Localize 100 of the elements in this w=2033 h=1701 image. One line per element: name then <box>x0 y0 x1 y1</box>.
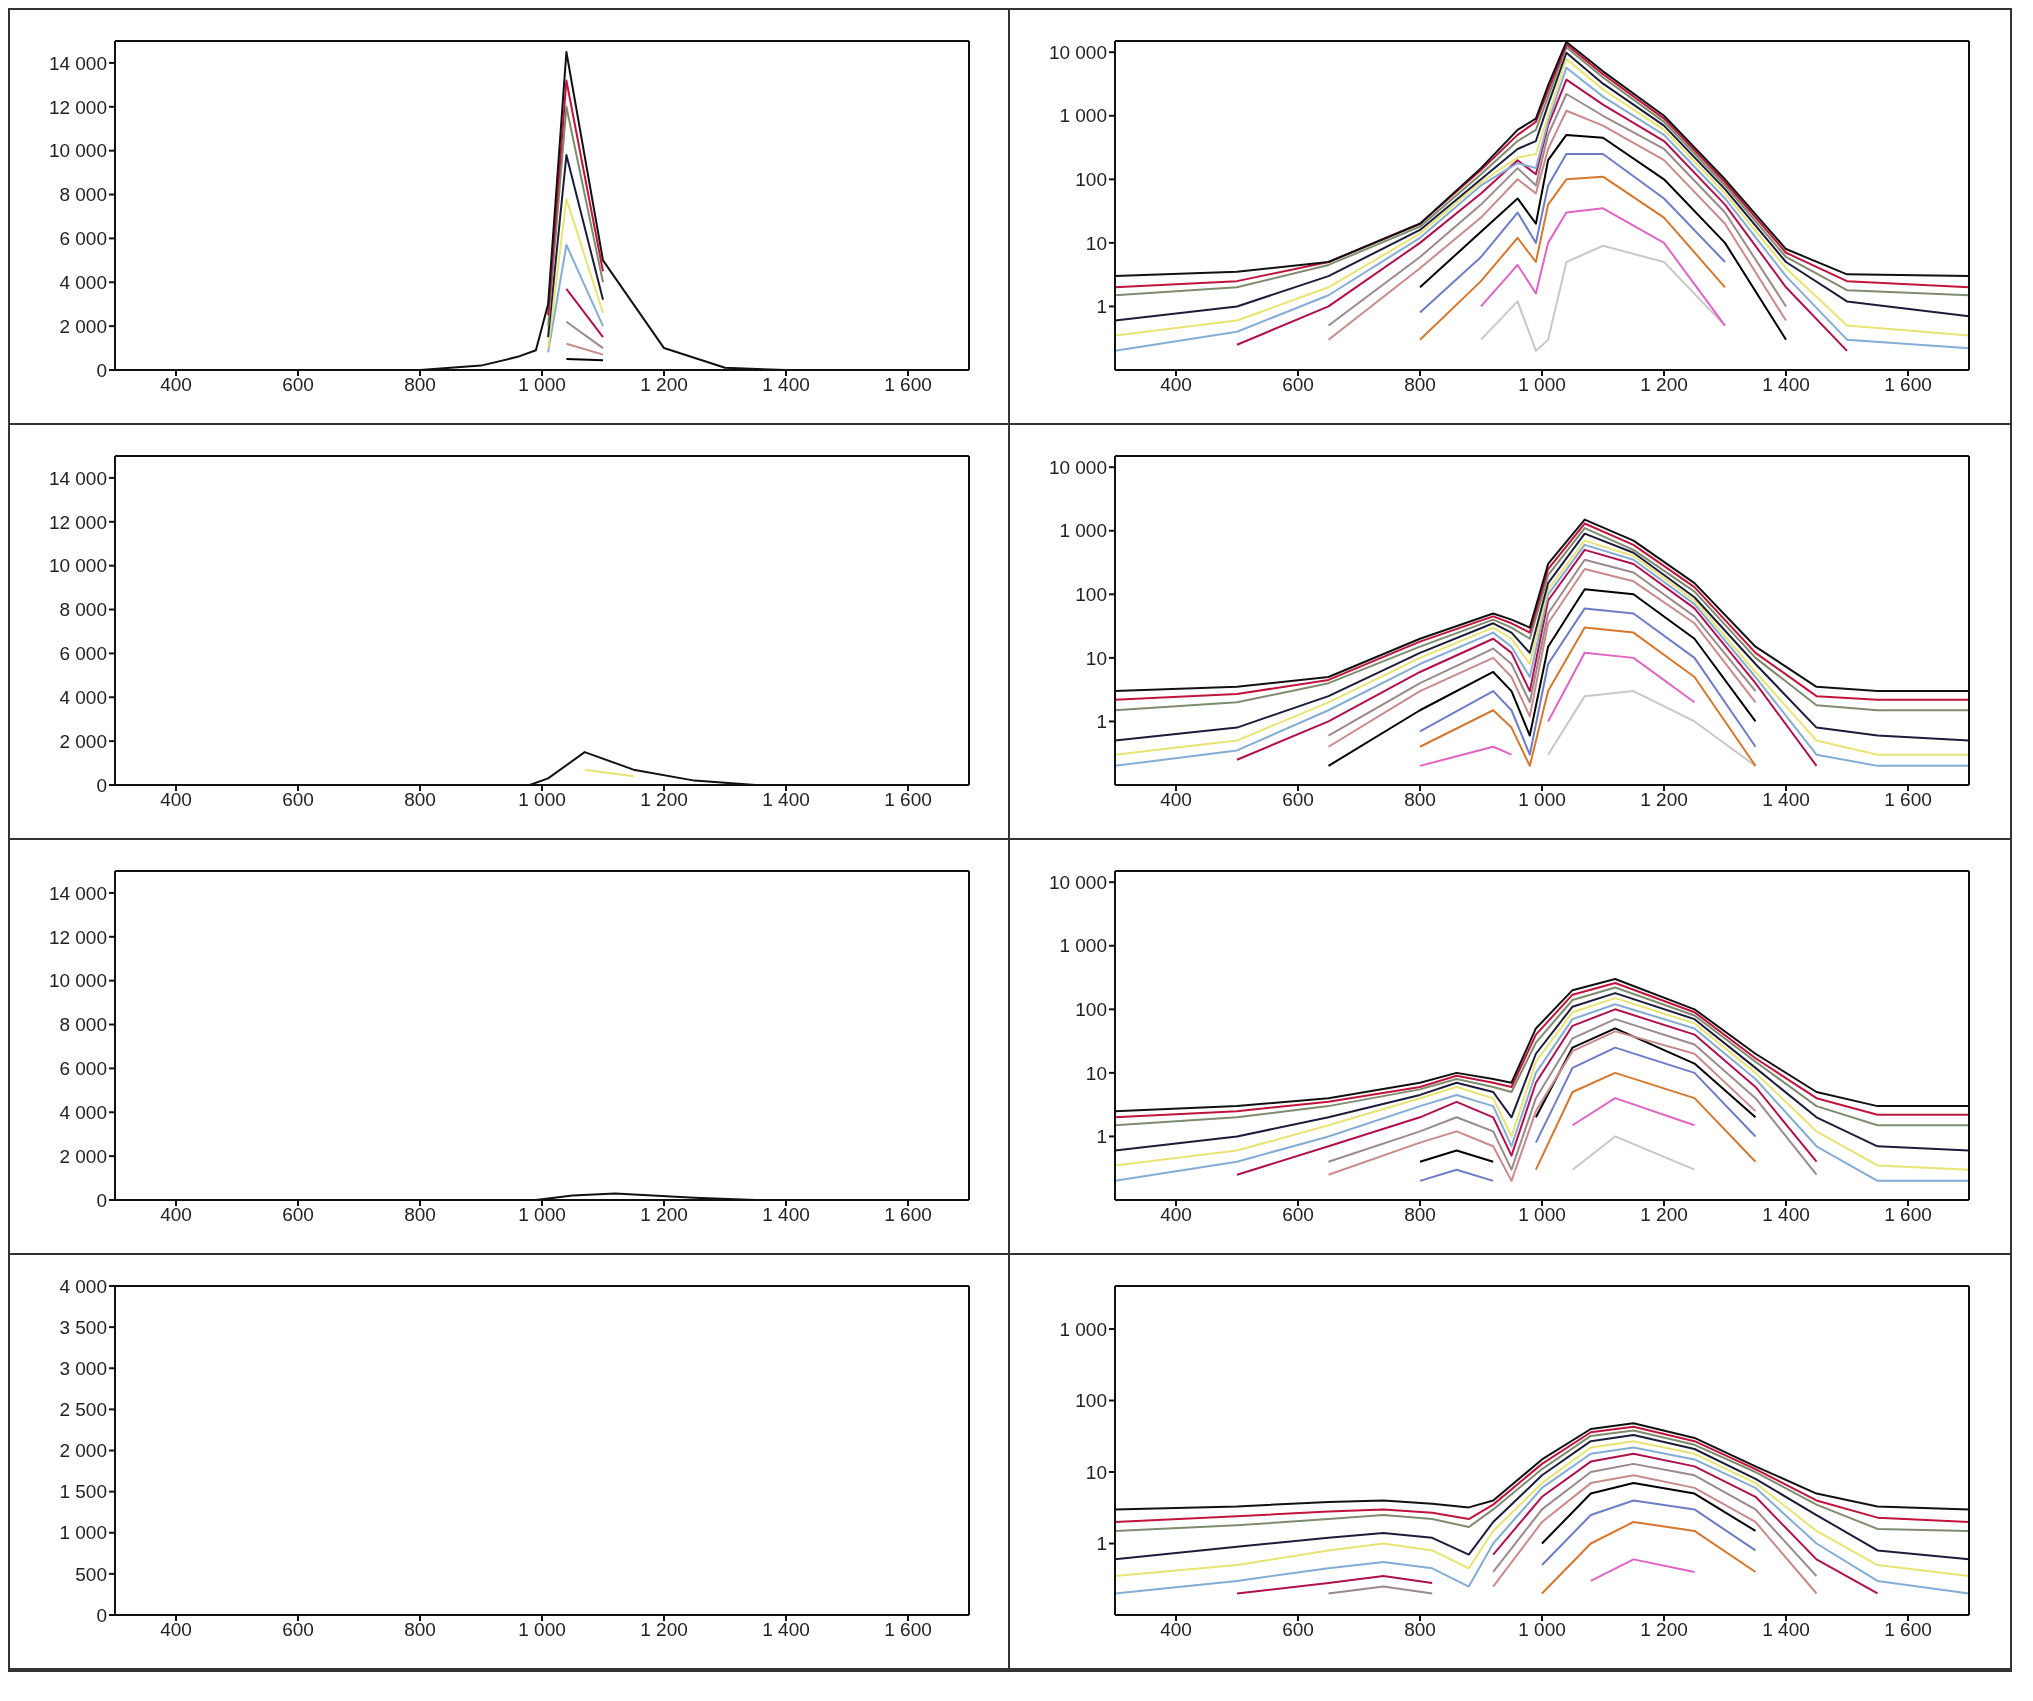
x-tick-label: 1 400 <box>762 1204 810 1226</box>
x-tick-label: 1 400 <box>1762 789 1810 811</box>
x-tick-label: 1 200 <box>1640 789 1688 811</box>
x-tick-label: 600 <box>1282 789 1314 811</box>
y-tick-label: 10 <box>1085 1062 1107 1084</box>
x-tick-label: 1 400 <box>1762 1204 1810 1226</box>
x-tick-label: 1 000 <box>1518 789 1566 811</box>
x-tick-label: 1 200 <box>640 789 688 811</box>
y-tick-label: 100 <box>1075 584 1107 606</box>
line-series <box>1419 175 1726 341</box>
y-tick-label: 10 000 <box>48 140 107 162</box>
x-tick-label: 1 600 <box>1884 374 1932 396</box>
y-tick-label: 1 000 <box>59 1522 107 1544</box>
x-tick-label: 600 <box>282 1619 314 1641</box>
x-tick-label: 400 <box>1160 1619 1192 1641</box>
y-tick-label: 10 000 <box>48 970 107 992</box>
y-tick-label: 10 <box>1085 647 1107 669</box>
x-tick-label: 1 000 <box>518 1204 566 1226</box>
x-tick-label: 1 000 <box>1518 374 1566 396</box>
x-tick-label: 800 <box>404 1619 436 1641</box>
x-tick-label: 1 000 <box>1518 1204 1566 1226</box>
line-series <box>1327 1030 1757 1182</box>
x-tick-label: 1 600 <box>884 1204 932 1226</box>
y-tick-label: 6 000 <box>59 1058 107 1080</box>
x-tick-label: 800 <box>1404 1619 1436 1641</box>
x-tick-label: 1 600 <box>884 1619 932 1641</box>
y-tick-label: 2 500 <box>59 1399 107 1421</box>
y-tick-label: 1 000 <box>1059 520 1107 542</box>
x-tick-label: 1 200 <box>1640 374 1688 396</box>
line-series <box>1236 78 1848 352</box>
y-tick-label: 4 000 <box>59 1102 107 1124</box>
x-tick-label: 1 000 <box>518 789 566 811</box>
y-tick-label: 500 <box>75 1563 107 1585</box>
x-tick-label: 1 400 <box>1762 374 1810 396</box>
line-series <box>1492 1474 1818 1595</box>
y-tick-label: 0 <box>96 1604 107 1626</box>
y-tick-label: 6 000 <box>59 228 107 250</box>
y-tick-label: 1 000 <box>1059 935 1107 957</box>
y-tick-label: 2 000 <box>59 1145 107 1167</box>
y-tick-label: 1 <box>1096 296 1107 318</box>
x-tick-label: 1 000 <box>1518 1619 1566 1641</box>
y-tick-label: 10 <box>1085 232 1107 254</box>
y-tick-label: 4 000 <box>59 272 107 294</box>
y-tick-label: 8 000 <box>59 599 107 621</box>
y-tick-label: 1 <box>1096 1126 1107 1148</box>
y-tick-label: 1 <box>1096 1533 1107 1555</box>
x-tick-label: 600 <box>282 1204 314 1226</box>
x-tick-label: 600 <box>1282 1204 1314 1226</box>
x-tick-label: 1 400 <box>762 1619 810 1641</box>
y-tick-label: 4 000 <box>59 687 107 709</box>
x-tick-label: 400 <box>160 789 192 811</box>
line-series <box>1115 1433 1969 1561</box>
y-tick-label: 2 000 <box>59 1440 107 1462</box>
x-tick-label: 600 <box>1282 374 1314 396</box>
x-tick-label: 1 600 <box>1884 1619 1932 1641</box>
y-tick-label: 10 000 <box>48 555 107 577</box>
y-tick-label: 14 000 <box>48 467 107 489</box>
x-tick-label: 1 000 <box>518 1619 566 1641</box>
y-tick-label: 100 <box>1075 1390 1107 1412</box>
y-tick-label: 4 000 <box>59 1275 107 1297</box>
line-series <box>1419 153 1726 314</box>
y-tick-label: 2 000 <box>59 730 107 752</box>
y-tick-label: 1 000 <box>1059 1318 1107 1340</box>
y-tick-label: 0 <box>96 359 107 381</box>
y-tick-label: 0 <box>96 774 107 796</box>
x-tick-label: 800 <box>1404 1204 1436 1226</box>
y-tick-label: 14 000 <box>48 882 107 904</box>
x-tick-label: 1 000 <box>518 374 566 396</box>
line-series <box>1236 548 1818 767</box>
y-tick-label: 1 000 <box>1059 105 1107 127</box>
y-tick-label: 3 500 <box>59 1316 107 1338</box>
x-tick-label: 1 200 <box>640 1619 688 1641</box>
line-series <box>1547 690 1757 767</box>
x-tick-label: 1 400 <box>762 789 810 811</box>
y-tick-label: 10 000 <box>1048 871 1107 893</box>
x-tick-label: 1 400 <box>762 374 810 396</box>
x-tick-label: 800 <box>404 374 436 396</box>
y-tick-label: 12 000 <box>48 511 107 533</box>
x-tick-label: 400 <box>1160 374 1192 396</box>
x-tick-label: 400 <box>160 374 192 396</box>
y-tick-label: 14 000 <box>48 52 107 74</box>
y-tick-label: 3 000 <box>59 1357 107 1379</box>
y-tick-label: 12 000 <box>48 96 107 118</box>
x-tick-label: 800 <box>1404 789 1436 811</box>
y-tick-label: 8 000 <box>59 184 107 206</box>
y-tick-label: 10 000 <box>1048 41 1107 63</box>
line-series <box>1541 1482 1757 1545</box>
line-series <box>1541 1520 1757 1595</box>
y-tick-label: 0 <box>96 1189 107 1211</box>
x-tick-label: 1 400 <box>1762 1619 1810 1641</box>
y-tick-label: 2 000 <box>59 315 107 337</box>
x-tick-label: 400 <box>160 1204 192 1226</box>
line-series <box>1236 1008 1818 1176</box>
x-tick-label: 800 <box>1404 374 1436 396</box>
line-series <box>1419 133 1787 341</box>
x-tick-label: 600 <box>1282 1619 1314 1641</box>
x-tick-label: 600 <box>282 374 314 396</box>
x-tick-label: 800 <box>404 789 436 811</box>
x-tick-label: 400 <box>1160 789 1192 811</box>
line-series <box>1327 1018 1818 1176</box>
